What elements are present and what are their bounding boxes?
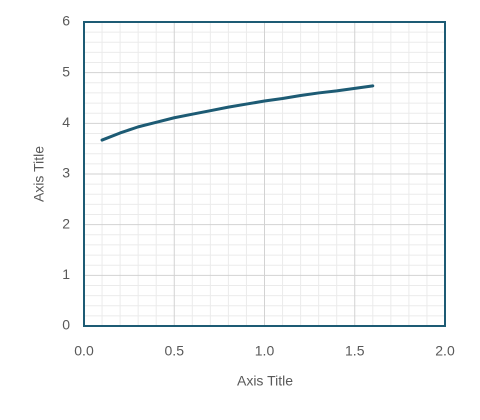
y-tick-label: 0 (62, 317, 70, 333)
x-axis-title: Axis Title (237, 373, 293, 389)
x-tick-label: 1.5 (345, 343, 365, 359)
x-tick-label: 2.0 (435, 343, 455, 359)
x-tick-label: 0.5 (165, 343, 185, 359)
x-tick-label: 1.0 (255, 343, 275, 359)
y-axis-title: Axis Title (31, 146, 47, 202)
y-tick-label: 4 (62, 114, 70, 130)
y-tick-label: 3 (62, 165, 70, 181)
x-tick-label: 0.0 (74, 343, 94, 359)
y-tick-label: 2 (62, 215, 70, 231)
y-tick-label: 6 (62, 13, 70, 29)
series-line (100, 84, 375, 142)
y-tick-label: 5 (62, 63, 70, 79)
y-tick-label: 1 (62, 266, 70, 282)
plot-frame (83, 21, 446, 327)
